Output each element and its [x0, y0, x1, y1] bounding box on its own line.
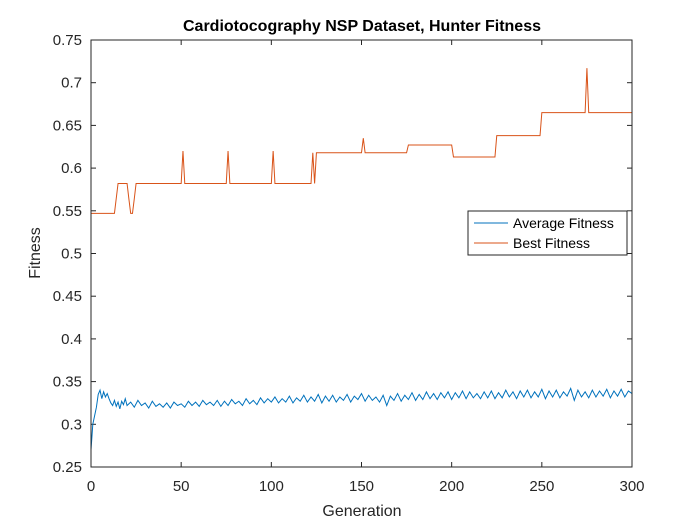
legend-label-best-fitness: Best Fitness	[513, 235, 590, 251]
y-tick-label: 0.5	[61, 246, 82, 263]
axis-ticks: 0 50 100 150 200 250 300 0.25 0.3 0.35 0.4 0.45 0.5 0…	[53, 32, 645, 495]
x-tick-label: 300	[619, 478, 644, 495]
x-tick-label: 150	[349, 478, 374, 495]
x-tick-label: 200	[439, 478, 464, 495]
y-tick-label: 0.55	[53, 203, 82, 220]
series-line-average-fitness	[90, 387, 633, 450]
x-tick-label: 250	[529, 478, 554, 495]
y-tick-label: 0.25	[53, 459, 82, 476]
plot-frame	[90, 39, 633, 468]
legend: Average Fitness Best Fitness	[467, 210, 628, 256]
series-lines	[90, 68, 633, 450]
y-tick-label: 0.45	[53, 288, 82, 305]
x-axis-title: Generation	[322, 503, 401, 520]
y-tick-label: 0.35	[53, 374, 82, 391]
x-tick-label: 50	[173, 478, 190, 495]
y-axis-title: Fitness	[27, 227, 44, 279]
chart-title: Cardiotocography NSP Dataset, Hunter Fit…	[183, 18, 541, 35]
legend-label-average-fitness: Average Fitness	[513, 215, 614, 231]
y-tick-label: 0.75	[53, 32, 82, 49]
y-tick-label: 0.65	[53, 117, 82, 134]
legend-box	[467, 210, 628, 256]
y-tick-label: 0.6	[61, 160, 82, 177]
y-tick-label: 0.7	[61, 75, 82, 92]
y-tick-label: 0.4	[61, 331, 82, 348]
x-tick-label: 0	[87, 478, 95, 495]
x-tick-label: 100	[259, 478, 284, 495]
series-line-best-fitness	[91, 68, 632, 214]
y-tick-label: 0.3	[61, 416, 82, 433]
